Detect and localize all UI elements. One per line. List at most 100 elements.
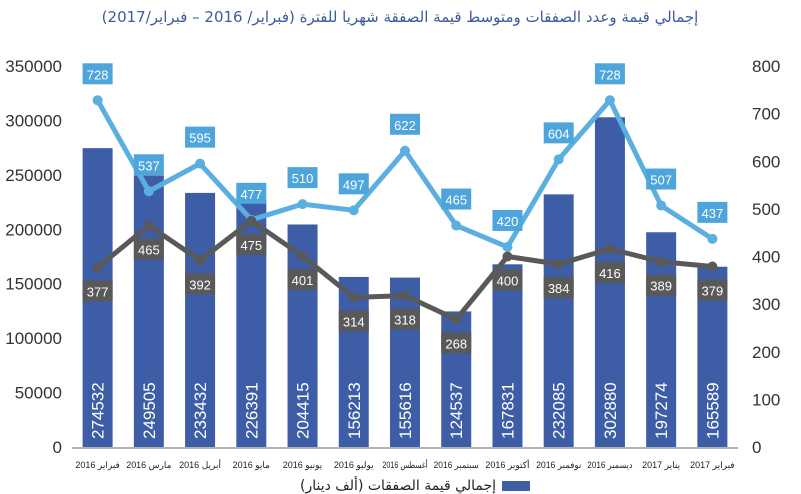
right-tick-label: 400	[752, 248, 780, 267]
line-point	[656, 200, 667, 211]
right-tick-label: 700	[752, 105, 780, 124]
blue-label-box	[441, 188, 472, 210]
x-tick-label: يونيو 2016	[283, 460, 323, 471]
blue-data-label: 477	[240, 187, 262, 202]
line-point	[707, 261, 718, 272]
line-point	[553, 154, 564, 165]
line-point	[195, 255, 206, 266]
blue-label-box	[82, 63, 113, 85]
line-point	[348, 292, 359, 303]
gray-data-label: 400	[497, 274, 519, 289]
blue-label-box	[133, 154, 164, 176]
line-point	[502, 241, 513, 252]
gray-label-box	[185, 273, 216, 295]
line-point	[604, 95, 615, 106]
x-tick-label: مايو 2016	[233, 460, 270, 471]
blue-data-label: 728	[87, 67, 109, 82]
gray-label-box	[646, 274, 677, 296]
bar-value-label: 197274	[652, 382, 671, 439]
gray-data-label: 401	[292, 273, 314, 288]
gray-data-label: 314	[343, 314, 365, 329]
blue-label-box	[287, 167, 318, 189]
gray-data-label: 318	[394, 313, 416, 328]
bar-value-label: 249505	[140, 382, 159, 439]
gray-label-box	[287, 269, 318, 291]
line-point	[348, 205, 359, 216]
left-tick-label: 0	[53, 438, 62, 457]
left-tick-label: 50000	[15, 384, 62, 403]
bar-value-label: 204415	[294, 382, 313, 439]
bar-value-label: 155616	[396, 382, 415, 439]
line-point	[400, 145, 410, 156]
line-point	[143, 220, 154, 231]
bar-value-label: 124537	[447, 382, 466, 439]
bar-value-label: 233432	[191, 382, 210, 439]
x-tick-label: أغسطس 2016	[382, 458, 427, 471]
line-point	[553, 259, 564, 270]
blue-data-label: 507	[650, 173, 672, 188]
line-point	[246, 215, 257, 226]
left-tick-label: 300000	[5, 111, 62, 130]
left-tick-label: 100000	[5, 329, 62, 348]
gray-data-label: 465	[138, 243, 160, 258]
line-point	[297, 199, 308, 210]
left-tick-label: 150000	[5, 275, 62, 294]
right-tick-label: 100	[752, 390, 780, 409]
right-tick-label: 500	[752, 200, 780, 219]
right-tick-label: 800	[752, 57, 780, 76]
x-tick-label: مارس 2016	[126, 460, 171, 471]
x-tick-label: أبريل 2016	[179, 458, 221, 471]
bar-value-label: 274532	[89, 382, 108, 439]
gray-label-box	[338, 310, 369, 332]
legend-label: إجمالي قيمة الصفقات (ألف دينار)	[300, 478, 497, 494]
gray-data-label: 392	[189, 277, 211, 292]
x-tick-label: نوفمبر 2016	[536, 460, 581, 471]
blue-data-label: 595	[189, 131, 211, 146]
gray-label-box	[543, 277, 574, 299]
gray-label-box	[441, 332, 472, 354]
blue-label-box	[697, 201, 728, 223]
blue-data-label: 728	[599, 67, 621, 82]
legend-swatch-bars	[502, 481, 531, 491]
legend: إجمالي قيمة الصفقات (ألف دينار)	[300, 478, 531, 494]
line-point	[92, 262, 103, 273]
blue-data-label: 465	[445, 193, 467, 208]
bar	[646, 232, 677, 447]
gray-label-box	[594, 261, 625, 283]
blue-label-box	[646, 168, 677, 190]
x-tick-label: يناير 2017	[642, 460, 680, 471]
bar-value-label: 167831	[498, 382, 517, 439]
x-tick-label: فبراير 2016	[75, 460, 120, 471]
blue-data-label: 537	[138, 158, 160, 173]
line-point	[195, 158, 206, 169]
line-point	[451, 314, 462, 325]
blue-label-box	[390, 113, 420, 135]
x-tick-label: ديسمبر 2016	[587, 460, 632, 471]
blue-label-box	[594, 63, 625, 85]
line-point	[707, 233, 718, 244]
right-tick-label: 0	[752, 438, 761, 457]
right-tick-label: 200	[752, 343, 780, 362]
bar-value-label: 302880	[601, 382, 620, 439]
gray-label-box	[82, 280, 113, 302]
x-tick-label: سبتمبر 2016	[434, 460, 479, 471]
gray-data-label: 475	[240, 238, 262, 253]
gray-data-label: 379	[702, 284, 724, 299]
gray-data-label: 416	[599, 266, 621, 281]
blue-data-label: 604	[548, 126, 570, 141]
bar-value-label: 165589	[703, 382, 722, 439]
bar	[543, 194, 574, 447]
gray-label-box	[390, 308, 420, 330]
bar	[390, 277, 420, 447]
gray-label-box	[133, 238, 164, 260]
gray-label-box	[697, 279, 728, 301]
blue-data-label: 437	[702, 206, 724, 221]
blue-data-label: 622	[394, 118, 416, 133]
right-tick-label: 600	[752, 152, 780, 171]
right-tick-label: 300	[752, 295, 780, 314]
gray-data-label: 389	[650, 279, 672, 294]
x-tick-label: أكتوبر 2016	[485, 458, 529, 471]
line-point	[502, 251, 513, 262]
chart-title: إجمالي قيمة وعدد الصفقات ومتوسط قيمة الص…	[101, 8, 699, 26]
line-point	[604, 243, 615, 254]
